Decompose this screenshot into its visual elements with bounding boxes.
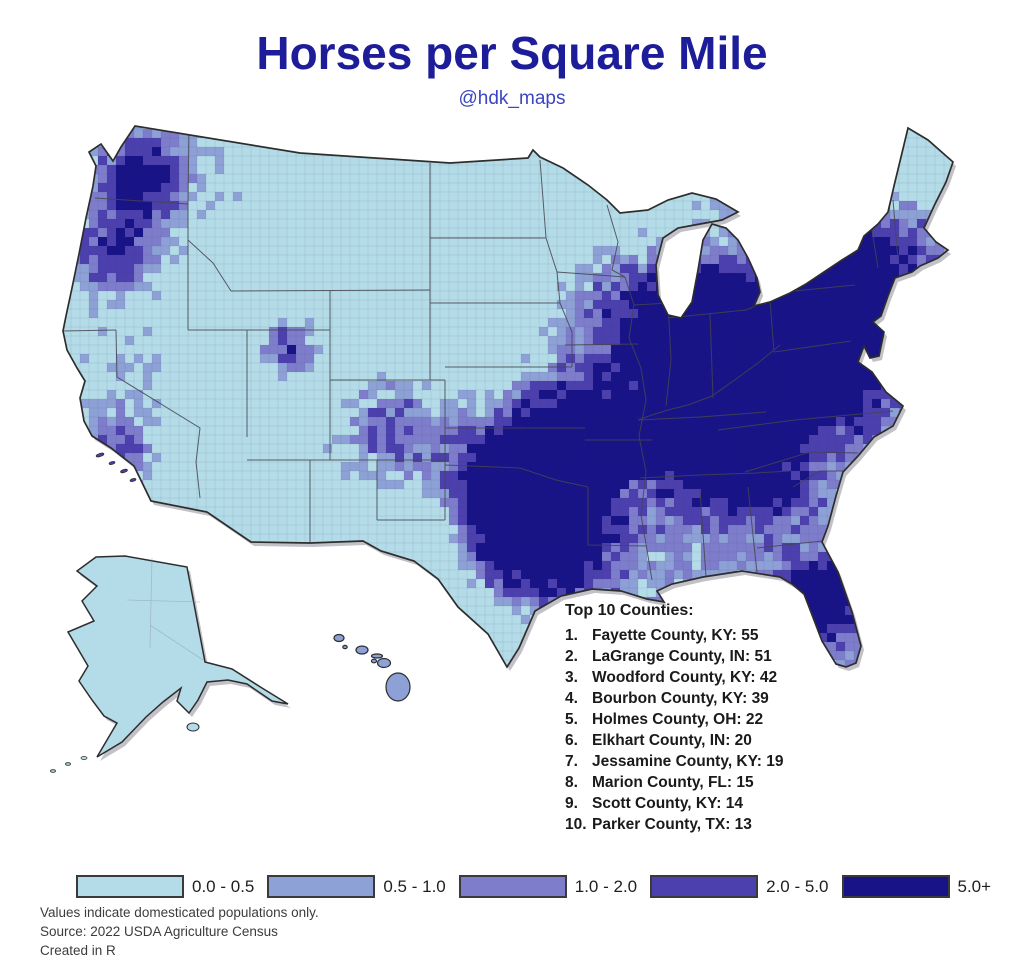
top10-heading: Top 10 Counties:: [565, 602, 694, 619]
attribution-handle: @hdk_maps: [458, 88, 566, 109]
legend-swatch-0: [76, 875, 184, 898]
top10-item: 9. Scott County, KY: 14: [565, 794, 743, 812]
legend-item: 1.0 - 2.0: [458, 875, 638, 898]
page-title: Horses per Square Mile: [256, 27, 768, 79]
top10-item: 6. Elkhart County, IN: 20: [565, 731, 752, 749]
footer-notes: Values indicate domesticated populations…: [40, 903, 319, 960]
legend-label: 5.0+: [957, 876, 992, 896]
footer-note: Values indicate domesticated populations…: [40, 905, 319, 920]
hawaii-inset: [333, 633, 411, 702]
legend-label: 1.0 - 2.0: [574, 876, 638, 896]
alaska-borough-lines: [126, 557, 204, 661]
top10-item: 1. Fayette County, KY: 55: [565, 626, 759, 644]
legend-item: 5.0+: [841, 875, 992, 898]
legend-label: 0.0 - 0.5: [192, 876, 255, 896]
top10-item: 10. Parker County, TX: 13: [565, 815, 752, 833]
channel-islands: [95, 452, 137, 482]
top10-item: 5. Holmes County, OH: 22: [565, 710, 764, 728]
alaska-inset: [50, 555, 289, 773]
legend-swatch-3: [650, 875, 759, 898]
top10-item: 3. Woodford County, KY: 42: [565, 668, 778, 686]
kodiak-island: [186, 722, 200, 732]
legend-item: 0.5 - 1.0: [267, 875, 446, 898]
legend: 0.0 - 0.5 0.5 - 1.0 1.0 - 2.0 2.0 - 5.0 …: [76, 875, 1004, 898]
top10-item: 7. Jessamine County, KY: 19: [565, 752, 784, 770]
footer-tool: Created in R: [40, 943, 116, 958]
legend-swatch-1: [267, 875, 376, 898]
legend-label: 2.0 - 5.0: [766, 876, 829, 896]
legend-item: 2.0 - 5.0: [650, 875, 829, 898]
top10-counties-annotation: Top 10 Counties: 1. Fayette County, KY: 5…: [565, 602, 885, 835]
top10-item: 4. Bourbon County, KY: 39: [565, 689, 769, 707]
legend-label: 0.5 - 1.0: [383, 876, 446, 896]
legend-swatch-4: [841, 875, 950, 898]
legend-item: 0.0 - 0.5: [76, 875, 254, 898]
top10-item: 8. Marion County, FL: 15: [565, 773, 754, 791]
top10-item: 2. LaGrange County, IN: 51: [565, 647, 772, 665]
legend-swatch-2: [458, 875, 567, 898]
footer-source: Source: 2022 USDA Agriculture Census: [40, 924, 278, 939]
